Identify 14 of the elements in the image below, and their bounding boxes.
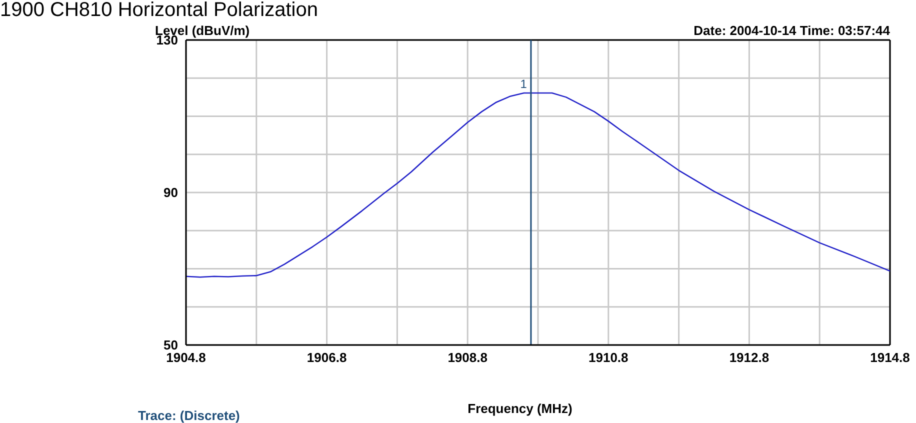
line-series [186, 92, 890, 278]
x-tick-label: 1908.8 [448, 350, 488, 366]
x-tick-label: 1906.8 [306, 350, 347, 366]
y-tick-label: 50 [164, 338, 178, 353]
x-tick-label: 1904.8 [166, 350, 206, 366]
x-tick-label: 1912.8 [729, 350, 770, 366]
chart-title: 1900 CH810 Horizontal Polarization [0, 0, 318, 21]
x-tick-label: 1910.8 [588, 350, 628, 366]
text: Trace: (Discrete) [138, 408, 240, 423]
y-tick-label: 90 [164, 185, 178, 200]
x-axis-title: Frequency (MHz) [468, 401, 572, 416]
x-tick-label: 1914.8 [870, 350, 910, 366]
annotation: 1 [520, 76, 528, 91]
text: Date: 2004-10-14 Time: 03:57:44 [694, 23, 891, 38]
